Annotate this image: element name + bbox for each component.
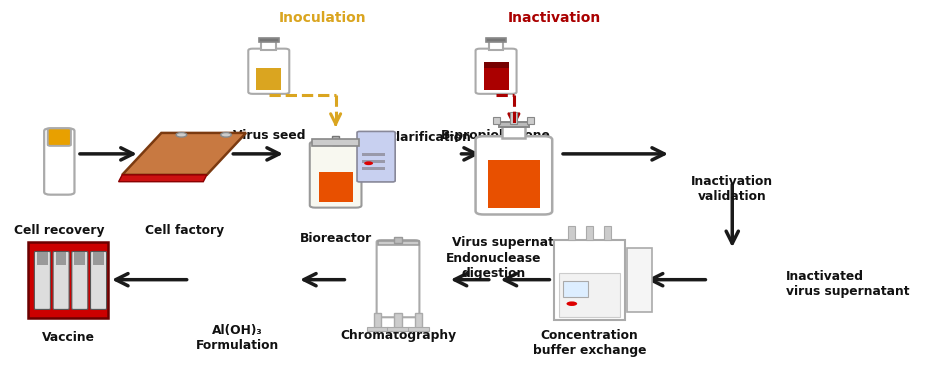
FancyBboxPatch shape — [249, 49, 290, 94]
Bar — [483, 63, 508, 68]
Bar — [554, 240, 626, 320]
Circle shape — [176, 132, 187, 137]
FancyBboxPatch shape — [47, 128, 71, 146]
Polygon shape — [118, 175, 207, 182]
Bar — [568, 226, 575, 240]
Bar — [362, 153, 385, 156]
Bar — [510, 112, 518, 124]
Bar — [374, 313, 382, 328]
Bar — [387, 326, 409, 331]
Circle shape — [221, 132, 231, 137]
Text: Inactivation
validation: Inactivation validation — [691, 175, 774, 203]
Bar — [493, 117, 501, 124]
Text: Endonuclease
digestion: Endonuclease digestion — [446, 252, 541, 280]
Bar — [587, 226, 593, 240]
Polygon shape — [122, 133, 246, 175]
FancyBboxPatch shape — [310, 142, 361, 208]
Bar — [408, 326, 429, 331]
Circle shape — [364, 161, 373, 165]
Text: Cell factory: Cell factory — [144, 224, 223, 237]
Bar — [28, 242, 108, 318]
Bar — [362, 167, 385, 170]
FancyBboxPatch shape — [90, 252, 106, 310]
Bar — [395, 313, 401, 328]
Bar — [262, 41, 277, 50]
Bar — [415, 313, 422, 328]
Text: Cell recovery: Cell recovery — [14, 224, 104, 237]
Bar — [56, 252, 66, 265]
Bar — [377, 241, 419, 245]
Bar — [318, 172, 353, 202]
Bar — [503, 126, 525, 138]
Bar — [256, 68, 281, 89]
Bar — [488, 161, 540, 208]
Text: Chromatography: Chromatography — [340, 329, 456, 342]
Bar — [486, 38, 506, 42]
FancyBboxPatch shape — [53, 252, 69, 310]
Bar — [604, 226, 611, 240]
Bar — [313, 139, 358, 146]
Bar — [362, 160, 385, 163]
Bar — [259, 38, 278, 42]
Text: Virus supernatant: Virus supernatant — [452, 236, 576, 249]
Bar — [560, 273, 620, 318]
FancyBboxPatch shape — [34, 252, 50, 310]
Bar — [563, 281, 587, 297]
FancyBboxPatch shape — [377, 240, 419, 317]
Bar — [332, 136, 339, 145]
Bar — [489, 41, 504, 50]
FancyBboxPatch shape — [476, 49, 517, 94]
Bar — [37, 252, 47, 265]
FancyBboxPatch shape — [72, 252, 88, 310]
FancyBboxPatch shape — [357, 131, 395, 182]
Text: Virus seed: Virus seed — [233, 129, 305, 142]
FancyBboxPatch shape — [44, 128, 74, 195]
Bar — [499, 122, 529, 127]
Bar — [93, 252, 104, 265]
Bar — [74, 252, 85, 265]
Bar — [527, 117, 534, 124]
Bar — [367, 326, 388, 331]
Circle shape — [566, 301, 577, 306]
Text: Concentration
buffer exchange: Concentration buffer exchange — [533, 329, 646, 357]
Text: Clarification: Clarification — [387, 131, 471, 144]
Text: Inactivation: Inactivation — [507, 11, 600, 25]
FancyBboxPatch shape — [476, 136, 552, 215]
Text: Inactivated
virus supernatant: Inactivated virus supernatant — [786, 270, 910, 298]
Text: Vaccine: Vaccine — [42, 331, 95, 344]
Bar — [627, 248, 652, 312]
Text: Al(OH)₃
Formulation: Al(OH)₃ Formulation — [196, 324, 279, 351]
Bar — [483, 68, 508, 89]
Text: B-propiolactone: B-propiolactone — [441, 129, 551, 142]
Text: Inoculation: Inoculation — [278, 11, 366, 25]
Bar — [394, 237, 402, 243]
Text: Bioreactor: Bioreactor — [300, 232, 371, 245]
